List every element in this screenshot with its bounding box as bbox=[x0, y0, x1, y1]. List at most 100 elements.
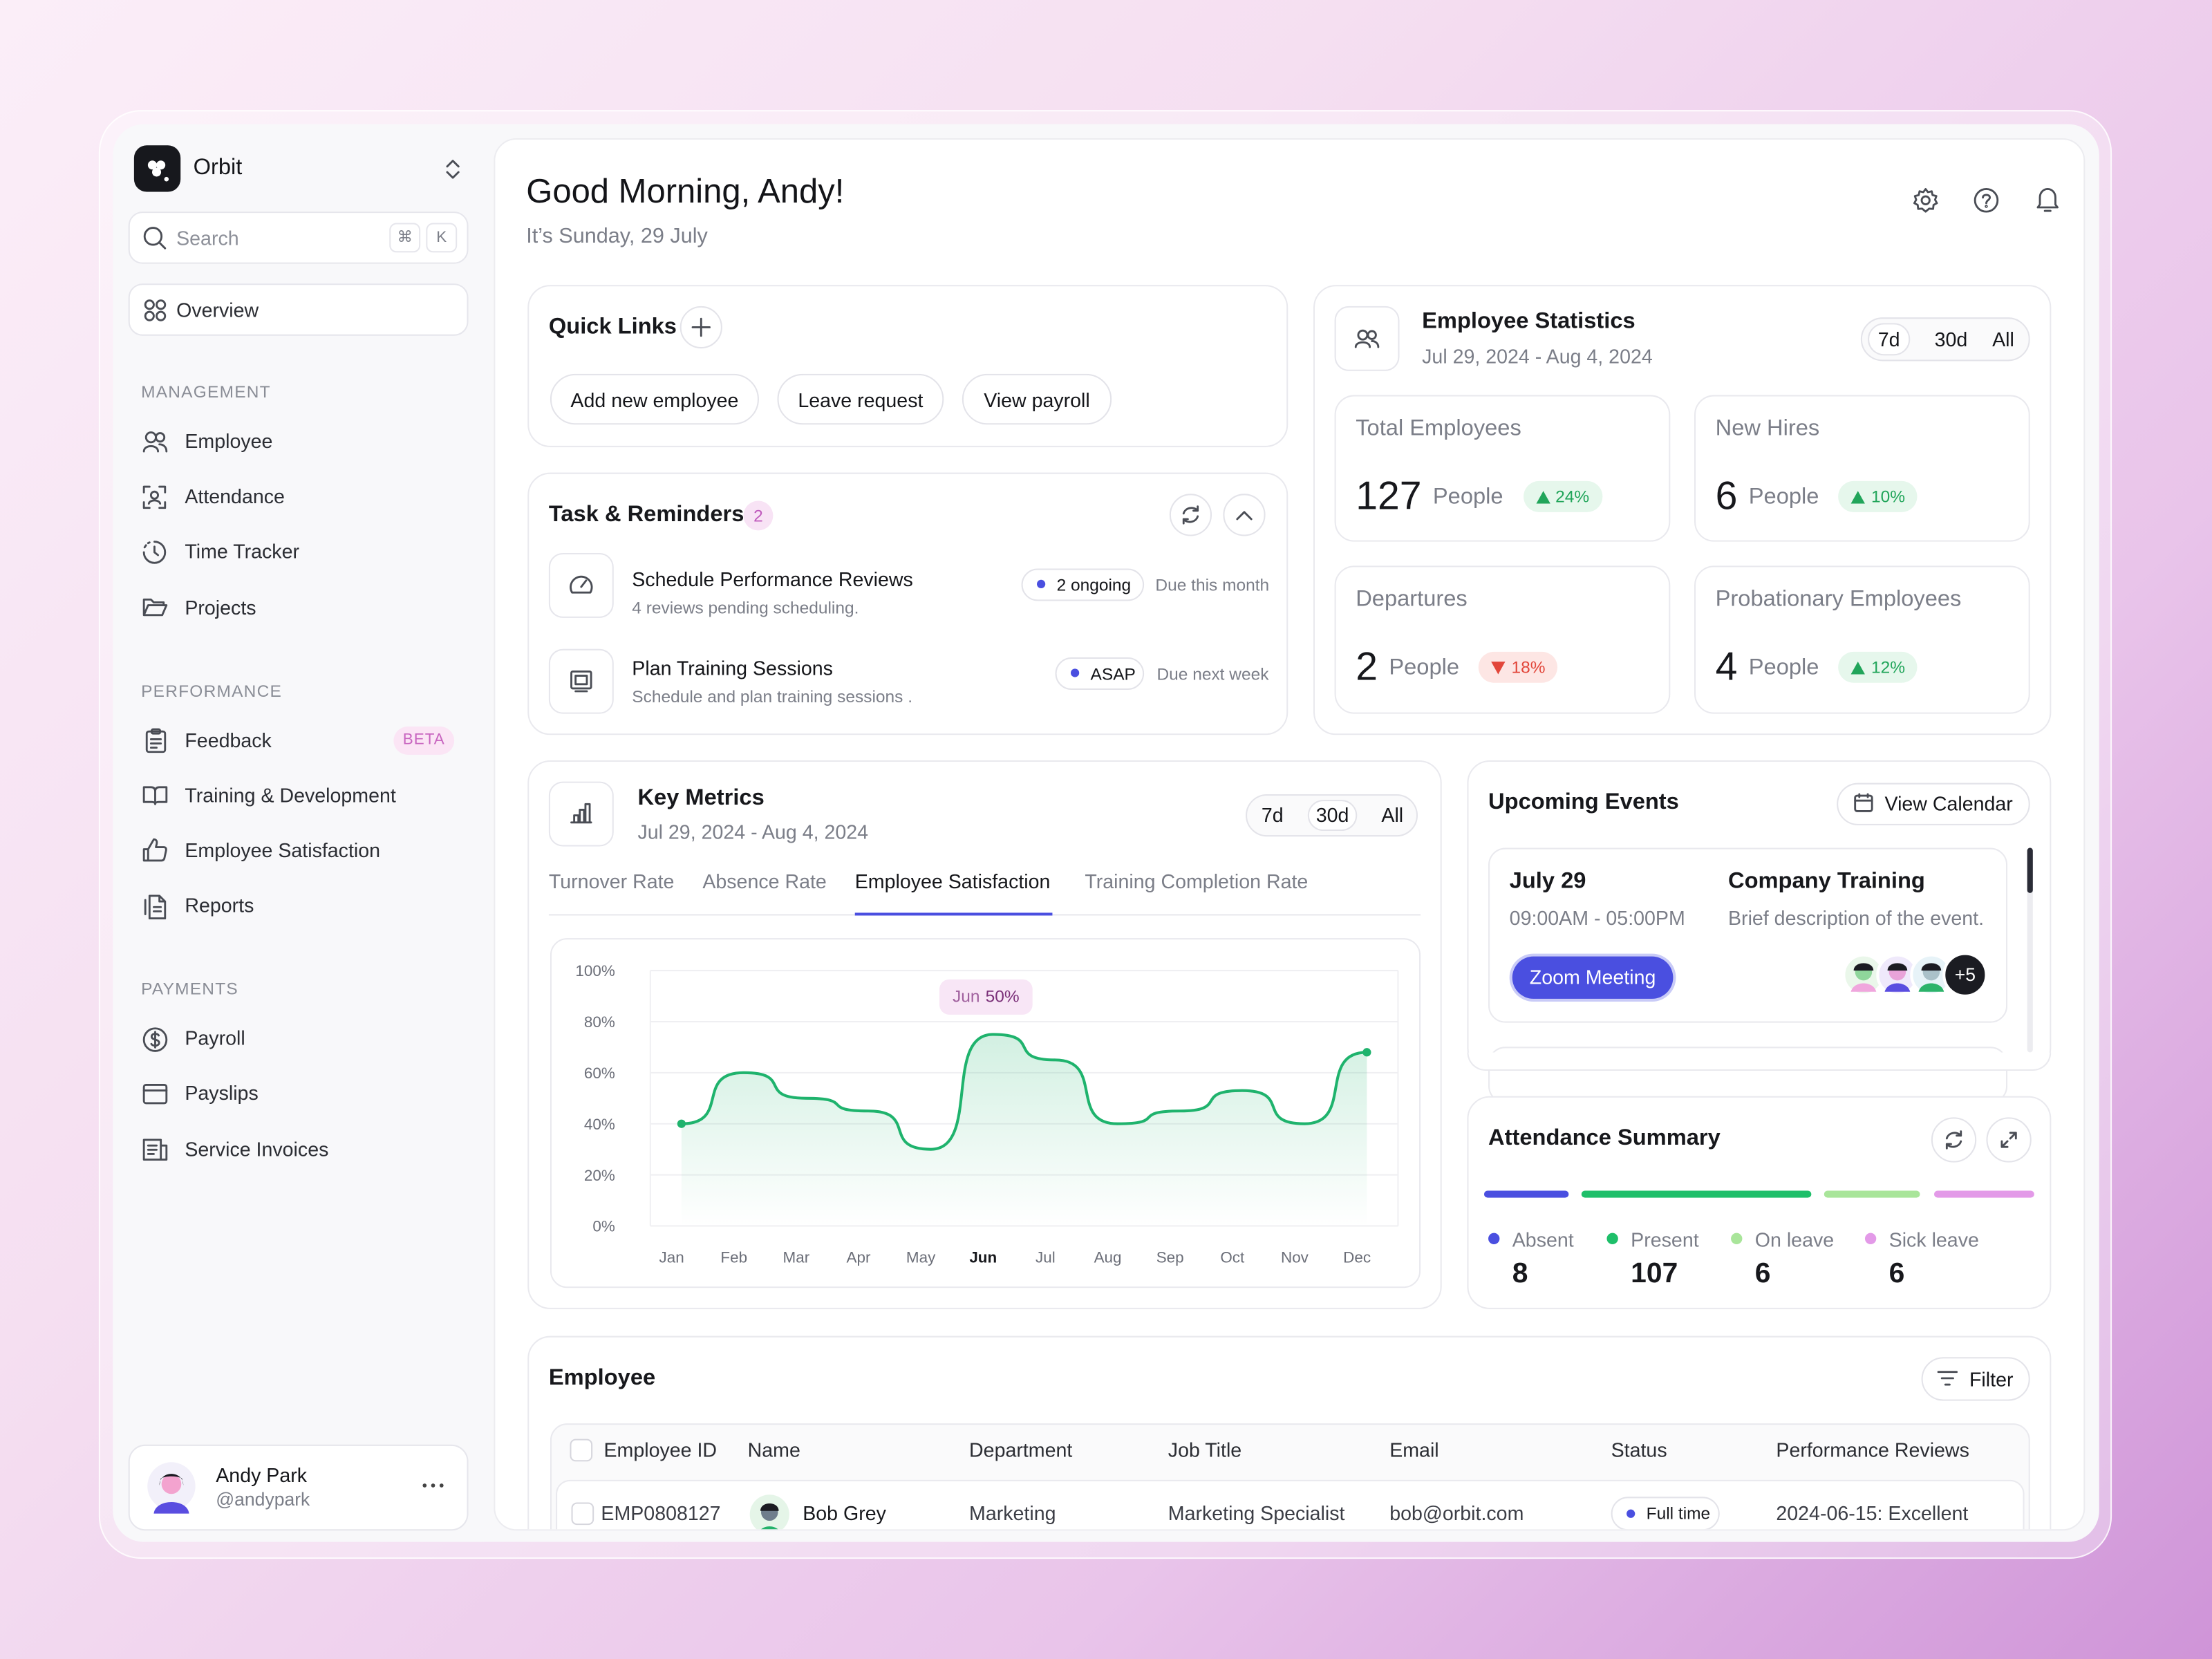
period-active[interactable] bbox=[1868, 323, 1911, 356]
attendance-bar bbox=[1933, 1190, 2034, 1198]
switch-icon[interactable] bbox=[444, 158, 461, 181]
event-description: Brief description of the event. bbox=[1728, 906, 1985, 930]
nav-item[interactable]: Payslips bbox=[185, 1081, 259, 1105]
stat-unit: People bbox=[1748, 655, 1819, 680]
notification-icon[interactable] bbox=[2036, 186, 2060, 213]
x-tick-label: Jul bbox=[1035, 1249, 1056, 1266]
link-label: Add new employee bbox=[570, 388, 739, 412]
change-label: 10% bbox=[1871, 487, 1905, 507]
column-header: Name bbox=[747, 1438, 800, 1461]
logo bbox=[133, 145, 181, 192]
link-button[interactable] bbox=[777, 373, 944, 425]
nav-item[interactable]: Service Invoices bbox=[185, 1138, 329, 1161]
column-header: Job Title bbox=[1168, 1438, 1242, 1461]
stat-label: New Hires bbox=[1715, 416, 1820, 441]
stat-card bbox=[1334, 395, 1671, 542]
task-status bbox=[1055, 657, 1145, 690]
y-tick-label: 100% bbox=[575, 962, 615, 980]
period-label[interactable]: 30d bbox=[1934, 328, 1968, 351]
stat-card bbox=[1694, 565, 2030, 714]
task-title: Plan Training Sessions bbox=[632, 657, 833, 679]
link-button[interactable] bbox=[962, 373, 1112, 425]
period-active[interactable] bbox=[1307, 800, 1358, 832]
nav-item[interactable]: Projects bbox=[185, 596, 256, 619]
nav-item[interactable]: Employee bbox=[185, 429, 273, 453]
change-badge: 24% bbox=[1523, 480, 1602, 512]
stat-row: 6 People 10% bbox=[1716, 474, 1918, 519]
attendance-value: 6 bbox=[1888, 1258, 1905, 1290]
expand-icon bbox=[2000, 1132, 2017, 1148]
event-time: 09:00AM - 05:00PM bbox=[1509, 906, 1685, 930]
metric-tab-active[interactable]: Employee Satisfaction bbox=[854, 870, 1051, 893]
settings-icon[interactable] bbox=[1913, 187, 1938, 213]
nav-icon bbox=[142, 786, 168, 805]
table-cell: 2024-06-15: Excellent bbox=[1776, 1501, 1969, 1525]
x-tick-label: Apr bbox=[847, 1249, 871, 1266]
filter-button[interactable] bbox=[1921, 1357, 2030, 1401]
help-icon[interactable] bbox=[1974, 187, 1999, 213]
nav-item[interactable]: Training & Development bbox=[185, 783, 396, 807]
filter-icon bbox=[1937, 1371, 1958, 1386]
tab-underline bbox=[854, 912, 1053, 916]
x-tick-label: Feb bbox=[720, 1249, 747, 1266]
end-point bbox=[677, 1119, 686, 1128]
status-label: ASAP bbox=[1090, 664, 1136, 684]
count-badge bbox=[743, 500, 774, 531]
select-all[interactable] bbox=[570, 1438, 593, 1462]
card-title: Key Metrics bbox=[637, 786, 765, 811]
employee-avatar bbox=[749, 1494, 789, 1530]
period-label[interactable]: All bbox=[1381, 803, 1404, 827]
stat-card bbox=[1334, 565, 1671, 714]
stats-icon-box bbox=[1334, 306, 1400, 371]
nav-label: Overview bbox=[176, 298, 259, 321]
nav-item[interactable]: Attendance bbox=[185, 485, 285, 507]
overview-icon bbox=[144, 299, 167, 321]
link-label: View payroll bbox=[984, 388, 1090, 412]
calendar-button[interactable] bbox=[1837, 782, 2030, 825]
row-select[interactable] bbox=[571, 1502, 594, 1526]
nav-overview[interactable] bbox=[128, 283, 469, 336]
period-label[interactable]: All bbox=[1992, 328, 2014, 351]
date-range: Jul 29, 2024 - Aug 4, 2024 bbox=[637, 820, 869, 843]
x-tick-label: Sep bbox=[1156, 1249, 1184, 1266]
nav-item[interactable]: Reports bbox=[185, 894, 254, 917]
metric-tab[interactable]: Turnover Rate bbox=[548, 870, 675, 893]
period-label[interactable]: 7d bbox=[1877, 328, 1900, 351]
zoom-button[interactable] bbox=[1512, 956, 1674, 999]
user-menu[interactable] bbox=[422, 1481, 444, 1490]
attendance-bar bbox=[1824, 1190, 1920, 1198]
expand-button[interactable] bbox=[1986, 1117, 2032, 1163]
kbd-label: K bbox=[436, 229, 447, 246]
end-point bbox=[1362, 1048, 1371, 1057]
event-date: July 29 bbox=[1509, 869, 1586, 894]
kbd bbox=[389, 223, 421, 253]
refresh-button[interactable] bbox=[1931, 1117, 1977, 1163]
refresh-button[interactable] bbox=[1169, 494, 1212, 536]
collapse-button[interactable] bbox=[1223, 494, 1266, 536]
stat-label: Departures bbox=[1356, 587, 1468, 612]
attendee-avatars bbox=[1842, 952, 1988, 997]
search-placeholder: Search bbox=[176, 226, 239, 250]
metric-tab[interactable]: Absence Rate bbox=[702, 870, 827, 893]
task-icon bbox=[570, 671, 592, 693]
x-tick-label: Dec bbox=[1343, 1249, 1371, 1266]
nav-item[interactable]: Employee Satisfaction bbox=[185, 838, 381, 862]
link-button[interactable] bbox=[550, 373, 759, 425]
arrow-up bbox=[1851, 661, 1866, 674]
status-dot bbox=[1037, 579, 1046, 589]
attendance-label: Sick leave bbox=[1888, 1228, 1979, 1251]
plus-icon bbox=[691, 317, 711, 337]
metric-tab[interactable]: Training Completion Rate bbox=[1085, 870, 1309, 893]
nav-item[interactable]: Feedback bbox=[185, 729, 272, 751]
attendance-label: Absent bbox=[1512, 1228, 1574, 1251]
scroll-thumb[interactable] bbox=[2027, 847, 2033, 893]
period-label[interactable]: 30d bbox=[1315, 803, 1349, 827]
stat-label: Probationary Employees bbox=[1715, 587, 1962, 612]
period-label[interactable]: 7d bbox=[1261, 803, 1284, 827]
change-badge: 10% bbox=[1839, 480, 1918, 512]
nav-item[interactable]: Payroll bbox=[185, 1026, 245, 1049]
date-range: Jul 29, 2024 - Aug 4, 2024 bbox=[1422, 345, 1653, 368]
nav-item[interactable]: Time Tracker bbox=[185, 539, 299, 563]
beta-badge bbox=[393, 727, 455, 755]
stat-label: Total Employees bbox=[1356, 416, 1521, 441]
